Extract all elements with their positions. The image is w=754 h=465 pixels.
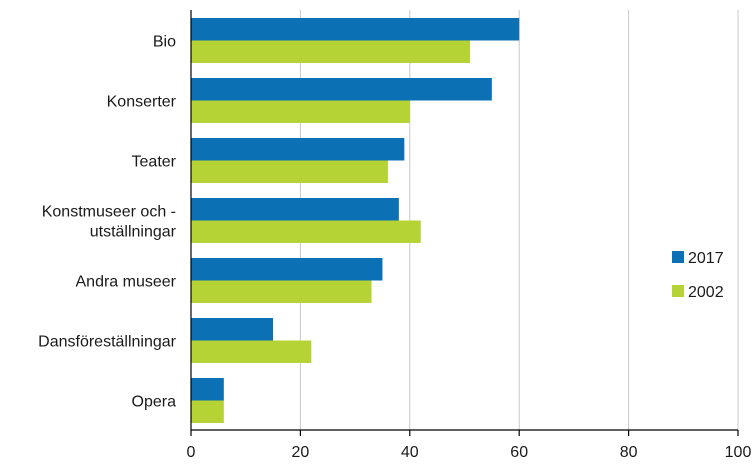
bar-2002-1 [191,41,470,64]
category-label-line: Konstmuseer och - [42,204,176,221]
bar-2002-5 [191,281,372,304]
category-label-line: Teater [132,154,177,171]
bar-2017-7 [191,378,224,401]
x-tick-label-100: 100 [725,444,752,461]
x-tick-label-80: 80 [620,444,638,461]
category-label-6: Dansföreställningar [38,334,177,351]
x-tick-label-0: 0 [187,444,196,461]
category-label-line: Bio [153,34,176,51]
category-label-line: Opera [132,394,177,411]
legend-swatch-2017 [672,251,684,263]
category-label-3: Teater [132,154,177,171]
x-tick-label-20: 20 [292,444,310,461]
bar-2017-6 [191,318,273,341]
category-label-line: Dansföreställningar [38,334,177,351]
bar-2002-7 [191,401,224,424]
category-labels: Bio Konserter Teater Konstmuseer och - utstä… [38,34,177,411]
legend-swatch-2002 [672,285,684,297]
bars [191,18,519,423]
bar-2017-4 [191,198,399,221]
category-label-1: Bio [153,34,176,51]
category-label-line: Andra museer [76,274,177,291]
x-axis-ticks: 0 20 40 60 80 100 [187,430,752,461]
category-label-2: Konserter [107,94,177,111]
bar-2017-5 [191,258,382,281]
x-tick-label-60: 60 [510,444,528,461]
legend-label-2017: 2017 [688,250,724,267]
bar-2002-4 [191,221,421,244]
bar-2002-2 [191,101,410,124]
category-label-4: Konstmuseer och - utställningar [42,204,177,241]
legend: 2017 2002 [672,250,724,301]
category-label-5: Andra museer [76,274,177,291]
bar-2017-3 [191,138,404,161]
category-label-line: Konserter [107,94,177,111]
legend-label-2002: 2002 [688,284,724,301]
bar-2002-3 [191,161,388,184]
bar-2002-6 [191,341,311,364]
bar-2017-1 [191,18,519,41]
x-tick-label-40: 40 [401,444,419,461]
category-label-7: Opera [132,394,177,411]
bar-2017-2 [191,78,492,101]
category-label-line: utställningar [90,224,177,241]
